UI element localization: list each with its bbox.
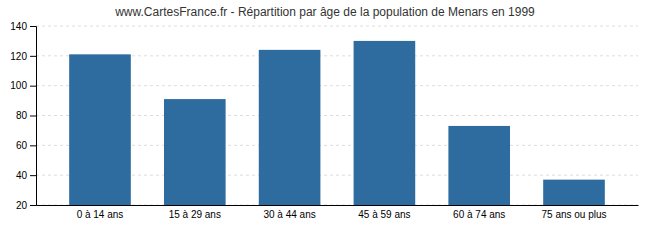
x-tick-label: 45 à 59 ans: [358, 209, 410, 220]
bar: [164, 99, 226, 205]
y-tick-label: 40: [16, 170, 28, 181]
bar: [354, 41, 416, 205]
x-tick: 15 à 29 ans: [169, 209, 221, 220]
title: www.CartesFrance.fr - Répartition par âg…: [114, 5, 535, 19]
y-tick-mark: [30, 175, 36, 176]
y-tick-label: 120: [10, 51, 27, 62]
bar: [448, 126, 510, 205]
y-tick: 40: [16, 170, 36, 181]
y-tick: 80: [16, 110, 36, 121]
y-tick-label: 80: [16, 110, 28, 121]
y-tick-mark: [30, 205, 36, 206]
y-tick: 140: [10, 21, 36, 32]
y-axis: 20 40 60 80 100 120 140: [10, 21, 36, 211]
x-tick-label: 30 à 44 ans: [263, 209, 315, 220]
y-tick: 100: [10, 80, 36, 91]
x-tick-label: 0 à 14 ans: [77, 209, 124, 220]
y-tick-label: 20: [16, 200, 28, 211]
x-tick-label: 60 à 74 ans: [453, 209, 505, 220]
x-tick: 75 ans ou plus: [541, 209, 606, 220]
x-tick: 0 à 14 ans: [77, 209, 124, 220]
y-tick-mark: [30, 86, 36, 87]
y-tick-mark: [30, 56, 36, 57]
y-tick-label: 60: [16, 140, 28, 151]
bars: [69, 41, 605, 205]
x-tick: 45 à 59 ans: [358, 209, 410, 220]
plot: 20 40 60 80 100 120 140 0 à 14 ans 15 à 29 ans 30…: [10, 21, 638, 220]
x-tick: 30 à 44 ans: [263, 209, 315, 220]
bar: [69, 54, 131, 205]
x-tick: 60 à 74 ans: [453, 209, 505, 220]
x-tick-label: 15 à 29 ans: [169, 209, 221, 220]
y-tick: 60: [16, 140, 36, 151]
y-tick-mark: [30, 116, 36, 117]
x-tick-label: 75 ans ou plus: [541, 209, 606, 220]
grid-line: [36, 26, 638, 27]
y-tick: 120: [10, 51, 36, 62]
y-tick-mark: [30, 26, 36, 27]
chart: www.CartesFrance.fr - Répartition par âg…: [0, 0, 650, 229]
bar: [259, 50, 321, 205]
y-tick: 20: [16, 200, 36, 211]
grid: [36, 26, 638, 205]
y-axis-line: [30, 27, 37, 206]
y-tick-label: 100: [10, 80, 27, 91]
x-axis: 0 à 14 ans 15 à 29 ans 30 à 44 ans 45 à 59 …: [37, 206, 639, 221]
y-tick-mark: [30, 145, 36, 146]
y-tick-label: 140: [10, 21, 27, 32]
x-axis-line: [37, 205, 639, 206]
bar: [543, 180, 605, 205]
